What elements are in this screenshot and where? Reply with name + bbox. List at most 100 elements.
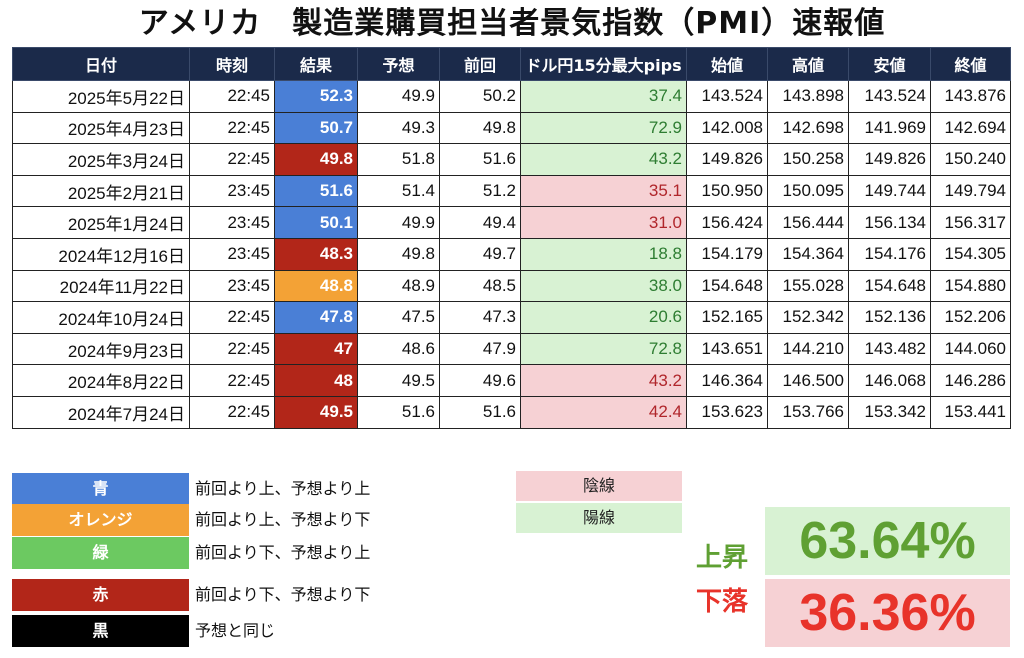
header-forecast: 予想 — [357, 47, 440, 81]
cell-date: 2025年3月24日 — [12, 143, 190, 176]
legend-item-green: 緑 前回より下、予想より上 — [12, 537, 412, 569]
table-row: 2024年12月16日 23:45 48.3 49.8 49.7 18.8 154.179 1… — [12, 237, 1011, 271]
table-row: 2025年3月24日 22:45 49.8 51.8 51.6 43.2 149.826 15… — [12, 143, 1011, 176]
down-percentage: 36.36% — [765, 579, 1010, 647]
cell-pips: 43.2 — [520, 364, 687, 397]
cell-forecast: 49.8 — [357, 237, 440, 271]
legend-description: 前回より下、予想より下 — [195, 585, 371, 604]
cell-previous: 48.5 — [439, 269, 521, 303]
table-row: 2025年1月24日 23:45 50.1 49.9 49.4 31.0 156.424 15… — [12, 206, 1011, 239]
legend-item-orange: オレンジ 前回より上、予想より下 — [12, 504, 412, 536]
cell-date: 2024年12月16日 — [12, 237, 190, 271]
cell-time: 22:45 — [189, 364, 275, 397]
header-time: 時刻 — [189, 47, 275, 81]
cell-pips: 38.0 — [520, 269, 687, 303]
cell-forecast: 48.9 — [357, 269, 440, 303]
cell-low: 149.744 — [848, 174, 931, 208]
header-previous: 前回 — [439, 47, 521, 81]
cell-previous: 51.2 — [439, 174, 521, 208]
cell-time: 23:45 — [189, 269, 275, 303]
cell-previous: 49.6 — [439, 364, 521, 397]
cell-high: 146.500 — [767, 364, 849, 397]
pmi-table: 日付 時刻 結果 予想 前回 ドル円15分最大pips 始値 高値 安値 終値 … — [12, 47, 1011, 429]
cell-pips: 72.8 — [520, 332, 687, 366]
cell-high: 150.258 — [767, 143, 849, 176]
cell-open: 153.623 — [686, 395, 768, 429]
legend-swatch: オレンジ — [12, 504, 189, 536]
table-row: 2024年11月22日 23:45 48.8 48.9 48.5 38.0 154.648 1… — [12, 269, 1011, 303]
cell-time: 23:45 — [189, 174, 275, 208]
cell-date: 2025年2月21日 — [12, 174, 190, 208]
cell-open: 154.648 — [686, 269, 768, 303]
header-pips: ドル円15分最大pips — [520, 47, 687, 81]
cell-date: 2024年8月22日 — [12, 364, 190, 397]
cell-low: 152.136 — [848, 301, 931, 334]
cell-forecast: 51.6 — [357, 395, 440, 429]
cell-open: 150.950 — [686, 174, 768, 208]
cell-open: 149.826 — [686, 143, 768, 176]
cell-close: 152.206 — [930, 301, 1011, 334]
cell-previous: 49.8 — [439, 111, 521, 145]
table-row: 2024年9月23日 22:45 47 48.6 47.9 72.8 143.651 144.… — [12, 332, 1011, 366]
cell-low: 141.969 — [848, 111, 931, 145]
cell-result: 47.8 — [274, 301, 358, 334]
cell-time: 22:45 — [189, 111, 275, 145]
cell-low: 154.648 — [848, 269, 931, 303]
cell-close: 150.240 — [930, 143, 1011, 176]
cell-previous: 50.2 — [439, 80, 521, 113]
legend-description: 前回より下、予想より上 — [195, 543, 371, 562]
cell-open: 142.008 — [686, 111, 768, 145]
cell-pips: 37.4 — [520, 80, 687, 113]
legend-description: 前回より上、予想より下 — [195, 510, 371, 529]
cell-high: 144.210 — [767, 332, 849, 366]
table-row: 2024年10月24日 22:45 47.8 47.5 47.3 20.6 152.165 1… — [12, 301, 1011, 334]
cell-result: 52.3 — [274, 80, 358, 113]
cell-close: 142.694 — [930, 111, 1011, 145]
cell-high: 154.364 — [767, 237, 849, 271]
cell-date: 2024年11月22日 — [12, 269, 190, 303]
cell-close: 153.441 — [930, 395, 1011, 429]
cell-forecast: 47.5 — [357, 301, 440, 334]
cell-open: 156.424 — [686, 206, 768, 239]
cell-pips: 43.2 — [520, 143, 687, 176]
cell-close: 154.305 — [930, 237, 1011, 271]
cell-forecast: 51.8 — [357, 143, 440, 176]
cell-low: 156.134 — [848, 206, 931, 239]
cell-previous: 47.3 — [439, 301, 521, 334]
header-close: 終値 — [930, 47, 1011, 81]
cell-result: 47 — [274, 332, 358, 366]
legend-swatch: 青 — [12, 473, 189, 505]
cell-date: 2025年5月22日 — [12, 80, 190, 113]
cell-forecast: 49.9 — [357, 206, 440, 239]
cell-close: 149.794 — [930, 174, 1011, 208]
cell-high: 155.028 — [767, 269, 849, 303]
legend-swatch: 黒 — [12, 615, 189, 647]
legend-item-blue: 青 前回より上、予想より上 — [12, 473, 412, 505]
table-row: 2024年7月24日 22:45 49.5 51.6 51.6 42.4 153.623 15… — [12, 395, 1011, 429]
legend-description: 予想と同じ — [195, 621, 276, 640]
cell-time: 22:45 — [189, 143, 275, 176]
cell-result: 48 — [274, 364, 358, 397]
legend-swatch: 緑 — [12, 537, 189, 569]
cell-high: 143.898 — [767, 80, 849, 113]
cell-previous: 51.6 — [439, 395, 521, 429]
cell-forecast: 49.5 — [357, 364, 440, 397]
cell-time: 22:45 — [189, 395, 275, 429]
cell-previous: 51.6 — [439, 143, 521, 176]
cell-pips: 35.1 — [520, 174, 687, 208]
table-row: 2025年5月22日 22:45 52.3 49.9 50.2 37.4 143.524 14… — [12, 80, 1011, 113]
cell-date: 2025年1月24日 — [12, 206, 190, 239]
cell-pips: 72.9 — [520, 111, 687, 145]
header-date: 日付 — [12, 47, 190, 81]
cell-time: 22:45 — [189, 80, 275, 113]
cell-low: 149.826 — [848, 143, 931, 176]
cell-close: 156.317 — [930, 206, 1011, 239]
cell-close: 143.876 — [930, 80, 1011, 113]
cell-low: 153.342 — [848, 395, 931, 429]
legend-swatch: 赤 — [12, 579, 189, 611]
cell-time: 23:45 — [189, 206, 275, 239]
cell-forecast: 49.9 — [357, 80, 440, 113]
candle-legend-up: 陽線 — [516, 503, 682, 533]
table-header-row: 日付 時刻 結果 予想 前回 ドル円15分最大pips 始値 高値 安値 終値 — [12, 47, 1011, 81]
candle-legend-down: 陰線 — [516, 471, 682, 501]
